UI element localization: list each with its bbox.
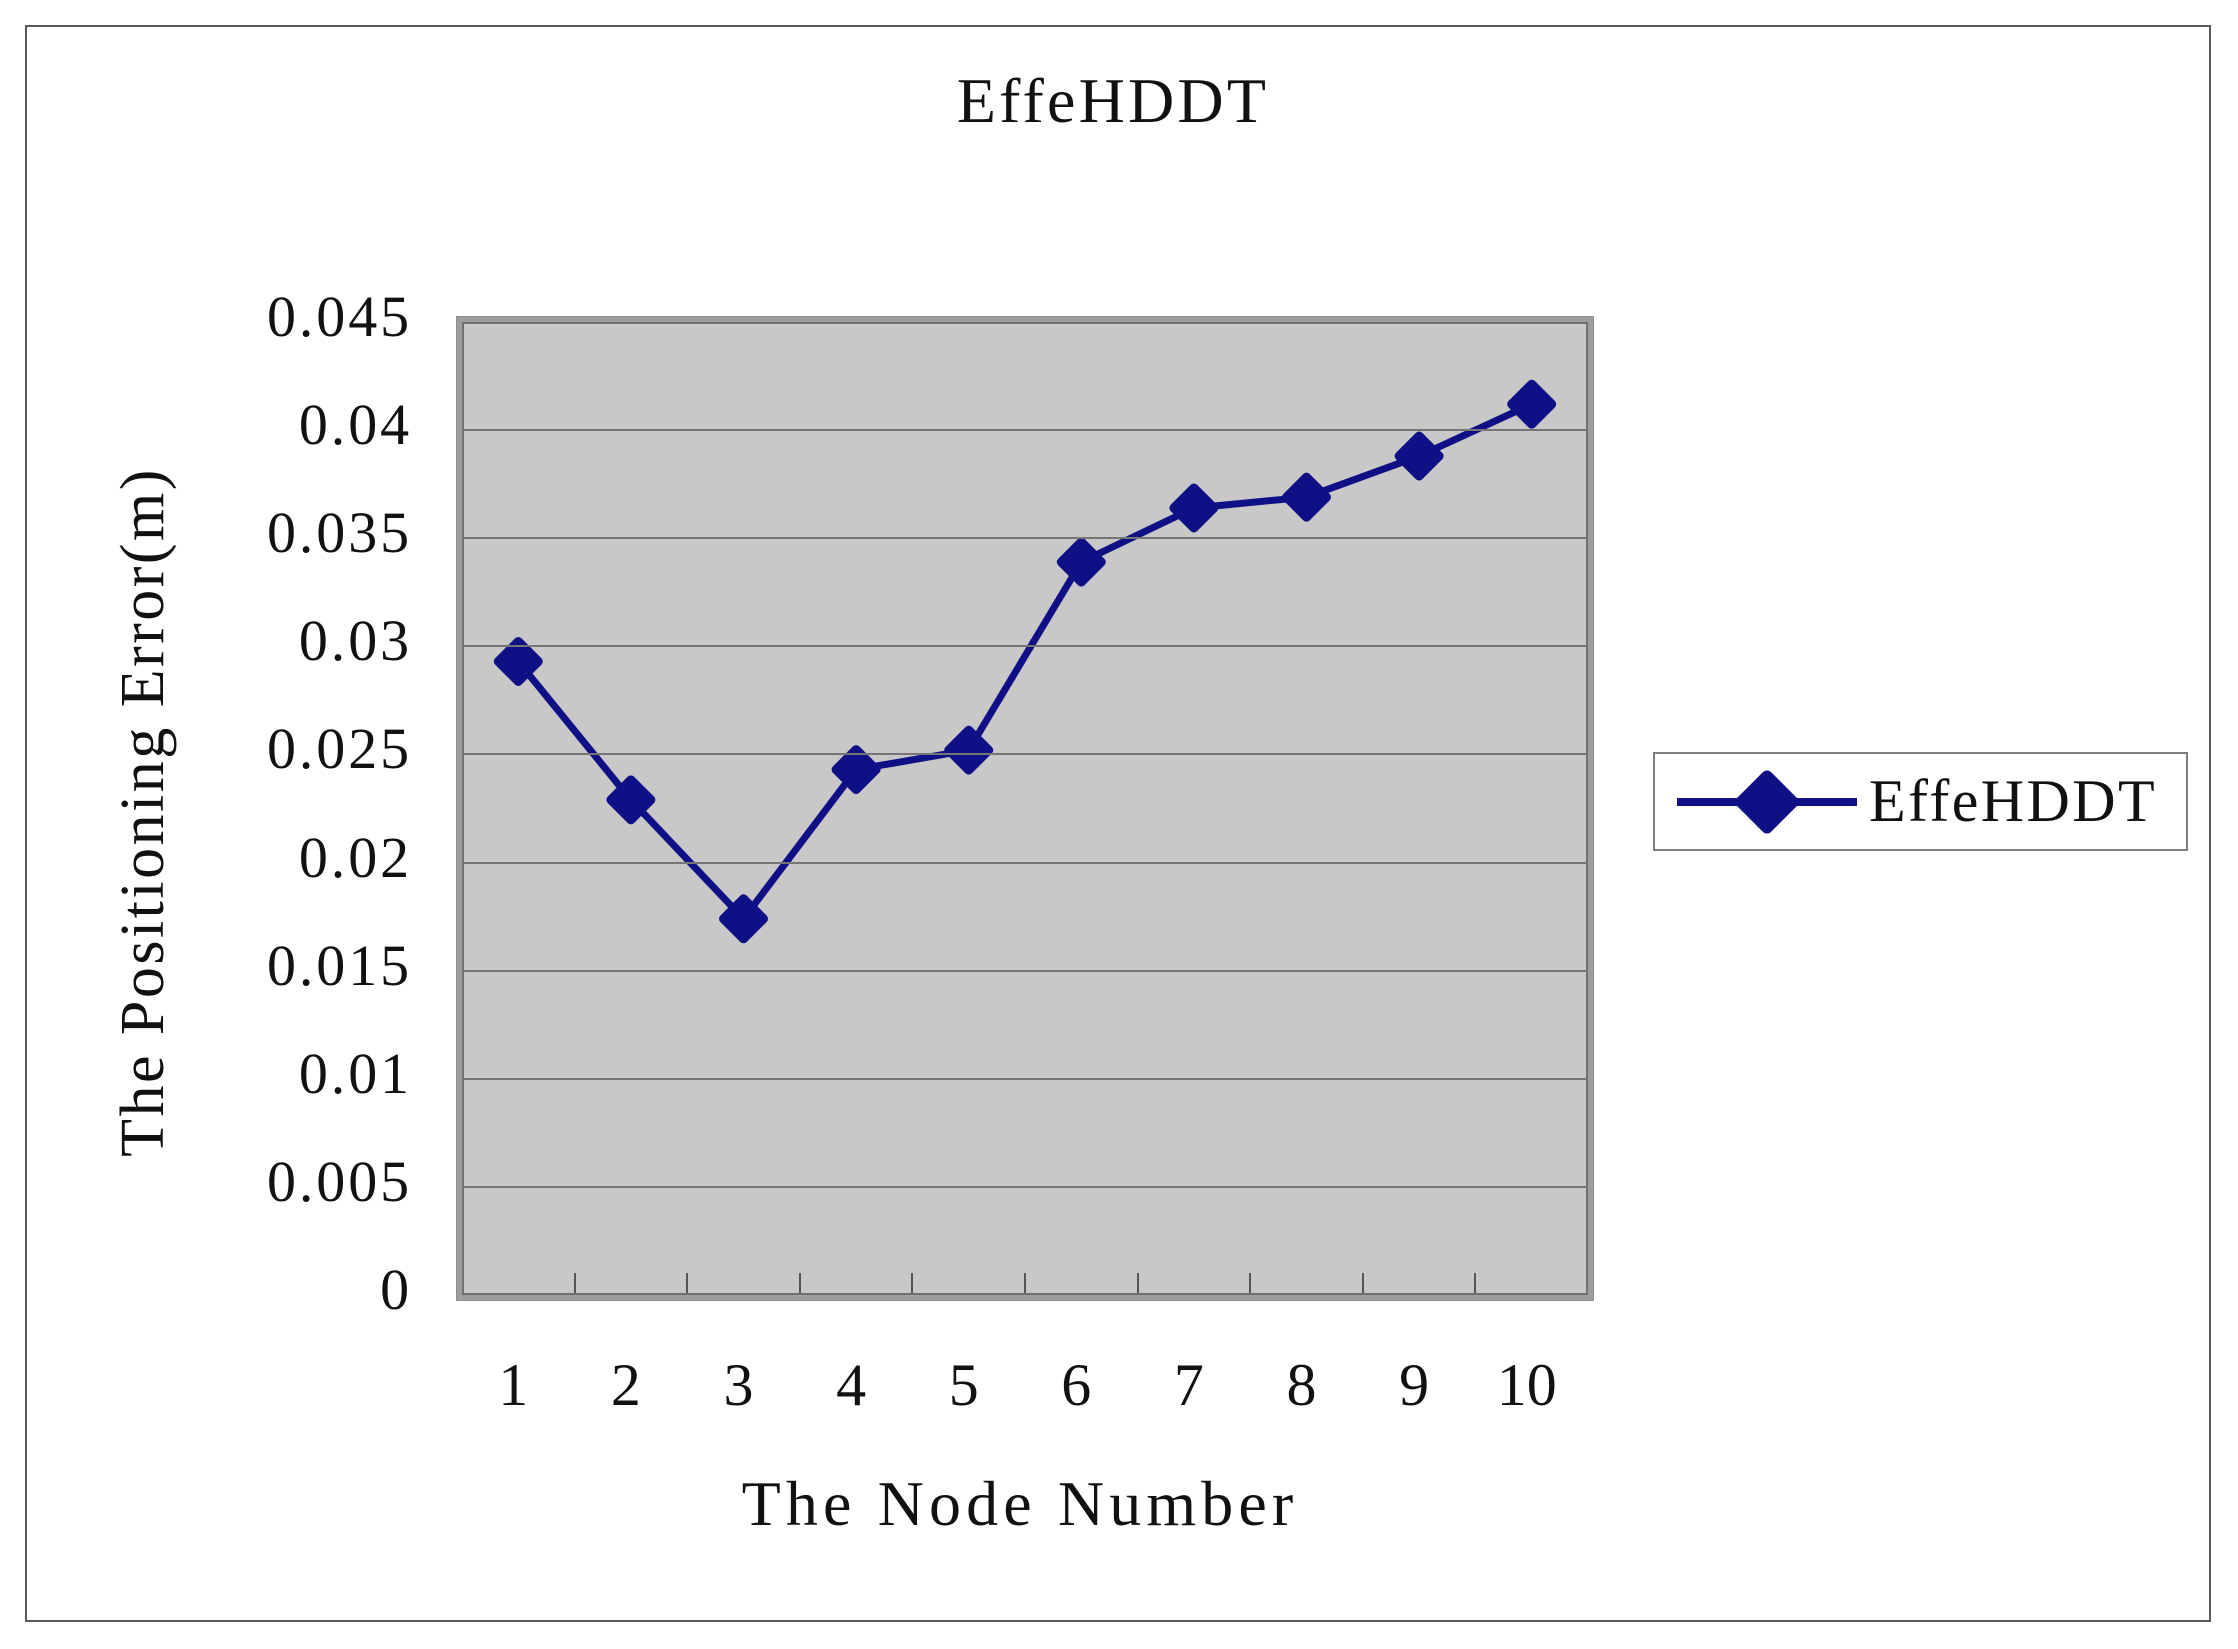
x-tick-label: 7: [1173, 1352, 1204, 1418]
legend: EffeHDDT: [1653, 752, 2188, 851]
data-point-marker: [831, 745, 881, 795]
legend-diamond-marker-icon: [1733, 768, 1801, 836]
x-tick-label: 6: [1061, 1352, 1092, 1418]
y-tick-label: 0.04: [298, 392, 412, 458]
y-tick-label: 0.035: [267, 500, 412, 566]
data-point-marker: [719, 894, 768, 944]
plot-area: [457, 317, 1593, 1300]
x-tick-label: 1: [498, 1352, 529, 1418]
data-point-marker: [493, 636, 543, 686]
x-tick-label: 4: [836, 1352, 867, 1418]
x-axis-tick: [573, 1273, 576, 1293]
x-axis-title: The Node Number: [741, 1468, 1299, 1539]
data-point-marker: [1394, 431, 1444, 481]
data-point-marker: [1282, 472, 1331, 522]
x-axis-tick: [1249, 1273, 1252, 1293]
x-tick-label: 8: [1286, 1352, 1317, 1418]
x-axis-tick: [798, 1273, 801, 1293]
x-axis-tick: [686, 1273, 689, 1293]
y-tick-label: 0: [380, 1257, 412, 1322]
series-line: [493, 379, 1557, 944]
data-point-marker: [1169, 483, 1219, 533]
x-axis-tick: [911, 1273, 914, 1293]
gridline: [462, 1077, 1588, 1080]
data-point-marker: [1056, 537, 1106, 587]
x-axis-tick: [1361, 1273, 1364, 1293]
x-tick-label: 9: [1399, 1352, 1430, 1418]
chart-outer-frame: [25, 25, 2211, 1622]
gridline: [462, 537, 1588, 540]
y-tick-label: 0.005: [267, 1148, 412, 1214]
gridline: [462, 645, 1588, 648]
y-tick-label: 0.02: [298, 824, 412, 890]
x-tick-label: 3: [723, 1352, 754, 1418]
x-axis-tick: [1024, 1273, 1026, 1293]
gridline: [462, 969, 1588, 972]
legend-key: [1677, 754, 1857, 849]
data-point-marker: [1507, 379, 1557, 429]
x-axis-tick: [1136, 1273, 1139, 1293]
y-tick-label: 0.025: [267, 716, 412, 782]
data-point-marker: [944, 725, 994, 775]
gridline: [462, 753, 1588, 756]
y-tick-label: 0.045: [267, 284, 412, 349]
data-point-marker: [606, 775, 656, 825]
gridline: [462, 1185, 1588, 1188]
legend-series-label: EffeHDDT: [1869, 768, 2157, 834]
y-tick-label: 0.03: [298, 608, 412, 674]
x-tick-label: 5: [948, 1352, 979, 1418]
chart-title: EffeHDDT: [956, 65, 1270, 136]
gridline: [462, 861, 1588, 864]
x-axis-tick: [1474, 1273, 1477, 1293]
x-tick-label: 10: [1496, 1352, 1557, 1418]
gridline: [462, 429, 1588, 432]
y-tick-label: 0.015: [267, 932, 412, 998]
x-tick-label: 2: [610, 1352, 641, 1418]
y-tick-label: 0.01: [298, 1040, 412, 1106]
